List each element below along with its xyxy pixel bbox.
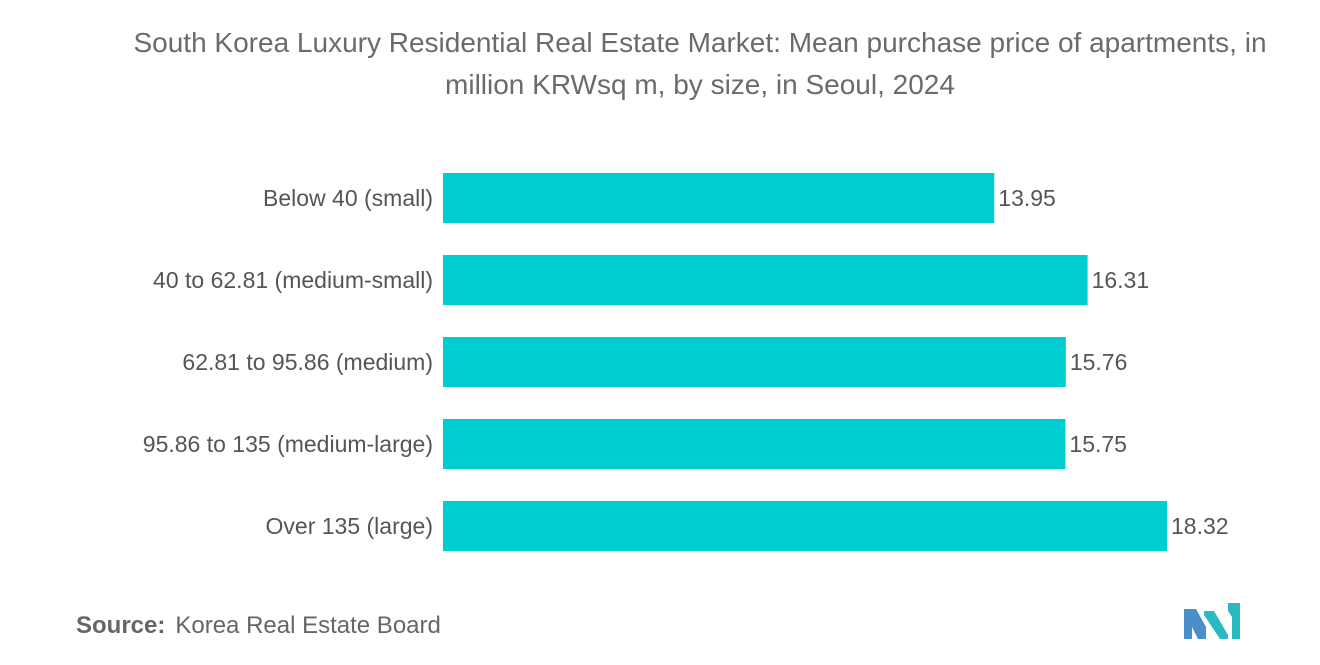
bar — [443, 255, 1088, 305]
bar — [443, 337, 1066, 387]
value-label: 16.31 — [1092, 267, 1150, 293]
bar — [443, 419, 1066, 469]
category-label: 95.86 to 135 (medium-large) — [143, 431, 433, 457]
value-label: 18.32 — [1171, 513, 1229, 539]
source-note: Source: Korea Real Estate Board — [76, 612, 441, 640]
bar — [443, 173, 995, 223]
source-label: Source: — [76, 612, 166, 639]
category-label: Below 40 (small) — [263, 185, 433, 211]
category-label: 62.81 to 95.86 (medium) — [182, 349, 433, 375]
chart-title: South Korea Luxury Residential Real Esta… — [133, 27, 1267, 100]
category-label: 40 to 62.81 (medium-small) — [153, 267, 433, 293]
value-label: 13.95 — [998, 185, 1056, 211]
value-label: 15.76 — [1070, 349, 1128, 375]
logo-middle-shape — [1204, 611, 1228, 639]
source-text: Korea Real Estate Board — [175, 612, 441, 639]
bar — [443, 501, 1167, 551]
category-label: Over 135 (large) — [266, 513, 433, 539]
logo-left-shape — [1184, 609, 1206, 639]
value-label: 15.75 — [1069, 431, 1127, 457]
bar-chart: Below 40 (small) 13.95 40 to 62.81 (medium… — [143, 173, 1229, 551]
mordor-logo-icon — [1184, 603, 1240, 639]
logo-right-shape — [1228, 603, 1240, 639]
